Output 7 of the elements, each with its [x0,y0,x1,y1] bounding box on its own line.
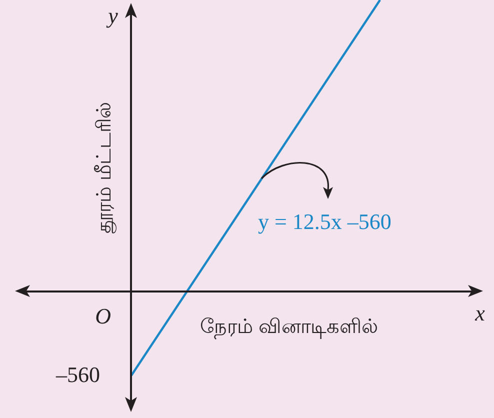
annotation: y = 12.5x –560 [258,209,392,234]
x-axis-title: நேரம் வினாடிகளில் [200,316,379,339]
annotation: O [95,303,112,328]
annotation: –560 [55,362,100,387]
annotation: y [106,2,118,28]
annotation: x [474,300,486,326]
y-axis-title: தூரம் மீட்டரில் [94,102,117,234]
